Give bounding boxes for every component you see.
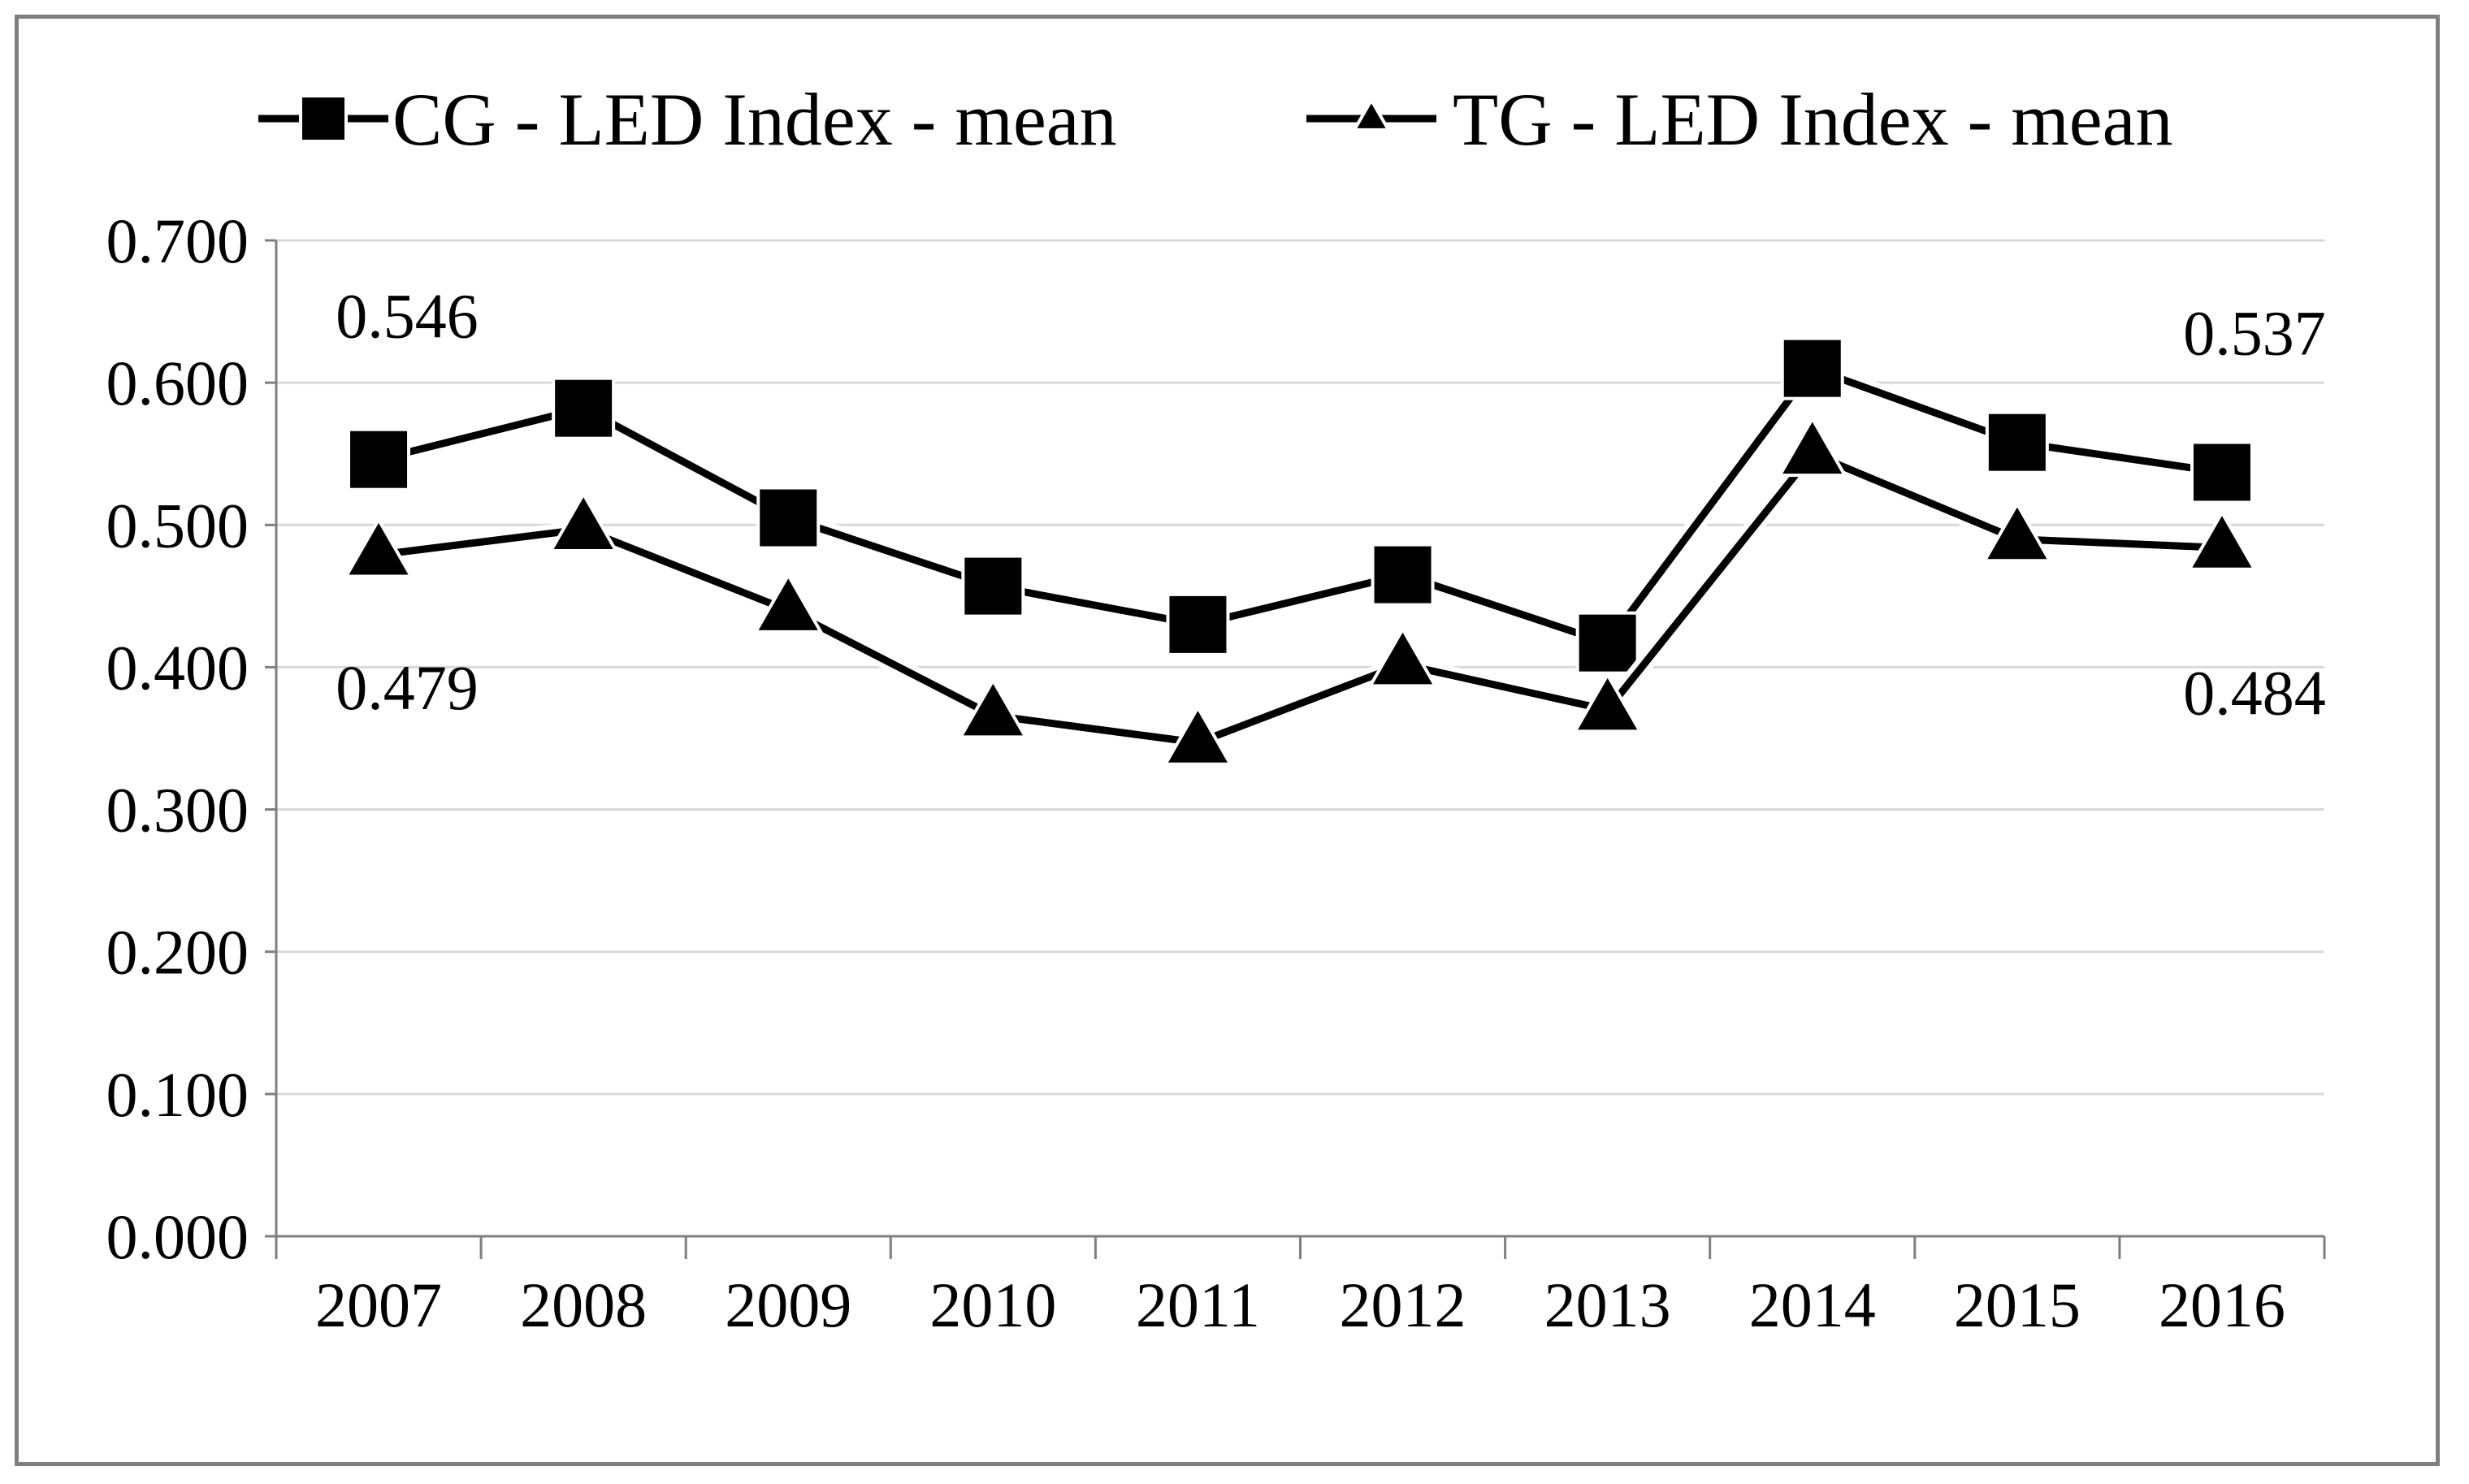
series <box>343 336 2258 766</box>
data-point <box>1985 410 2049 474</box>
gridlines <box>276 239 2324 1096</box>
x-tick-label: 2008 <box>520 1270 647 1340</box>
data-label: 0.479 <box>336 652 479 723</box>
data-point <box>1162 704 1233 766</box>
data-point <box>2190 440 2254 504</box>
series-line <box>377 365 2223 647</box>
legend: CG - LED Index - mean TG - LED Index - me… <box>258 78 2172 161</box>
x-tick-label: 2014 <box>1749 1270 1876 1340</box>
legend-item-tg: TG - LED Index - mean <box>1306 78 2172 161</box>
data-point <box>756 486 821 550</box>
axes <box>265 239 2326 1259</box>
x-tick-label: 2010 <box>929 1270 1056 1340</box>
y-tick-label: 0.600 <box>106 348 249 418</box>
data-label: 0.546 <box>336 281 479 352</box>
chart-frame: 0.000 0.100 0.200 0.300 0.400 0.500 0.600 0.700… <box>15 15 2440 1466</box>
data-label: 0.484 <box>2183 657 2326 728</box>
x-tick-label: 2016 <box>2159 1270 2285 1340</box>
y-tick-label: 0.200 <box>106 917 249 988</box>
x-tick-label: 2009 <box>725 1270 851 1340</box>
legend-label: TG - LED Index - mean <box>1453 78 2172 161</box>
data-point <box>343 516 414 578</box>
y-tick-label: 0.700 <box>106 206 249 276</box>
x-tick-label: 2007 <box>315 1270 442 1340</box>
y-tick-label: 0.100 <box>106 1059 249 1130</box>
data-label: 0.537 <box>2183 297 2326 368</box>
data-point <box>1572 671 1644 733</box>
data-point <box>347 427 411 491</box>
series-line <box>378 450 2223 746</box>
data-point <box>1166 592 1230 656</box>
data-annotations: 0.546 0.479 0.537 0.484 <box>336 281 2325 729</box>
data-point <box>957 677 1029 739</box>
series-cg <box>347 336 2254 675</box>
y-tick-label: 0.400 <box>106 632 249 703</box>
legend-marker <box>299 94 348 143</box>
data-point <box>1371 543 1435 607</box>
data-point <box>752 572 824 634</box>
y-tick-label: 0.000 <box>106 1201 249 1272</box>
x-tick-labels: 2007 2008 2009 2010 2011 2012 2013 2014 2015 2016 <box>315 1270 2285 1340</box>
data-point <box>1367 625 1439 688</box>
y-tick-labels: 0.000 0.100 0.200 0.300 0.400 0.500 0.600 0.700 <box>106 206 249 1272</box>
data-point <box>961 554 1025 618</box>
x-tick-label: 2015 <box>1954 1270 2081 1340</box>
y-tick-label: 0.500 <box>106 490 249 560</box>
legend-marker <box>1351 97 1392 132</box>
data-point <box>1780 336 1844 400</box>
x-tick-label: 2011 <box>1136 1270 1260 1340</box>
legend-item-cg: CG - LED Index - mean <box>258 78 1117 161</box>
data-point <box>1575 611 1640 675</box>
data-point <box>2186 509 2258 571</box>
x-tick-label: 2013 <box>1544 1270 1671 1340</box>
data-point <box>1777 415 1848 478</box>
series-tg <box>343 415 2258 766</box>
y-tick-label: 0.300 <box>106 775 249 846</box>
x-tick-label: 2012 <box>1340 1270 1466 1340</box>
data-point <box>1982 500 2053 563</box>
data-point <box>548 491 619 552</box>
data-point <box>552 376 616 440</box>
legend-label: CG - LED Index - mean <box>392 78 1117 161</box>
line-chart: 0.000 0.100 0.200 0.300 0.400 0.500 0.600 0.700… <box>106 78 2326 1340</box>
